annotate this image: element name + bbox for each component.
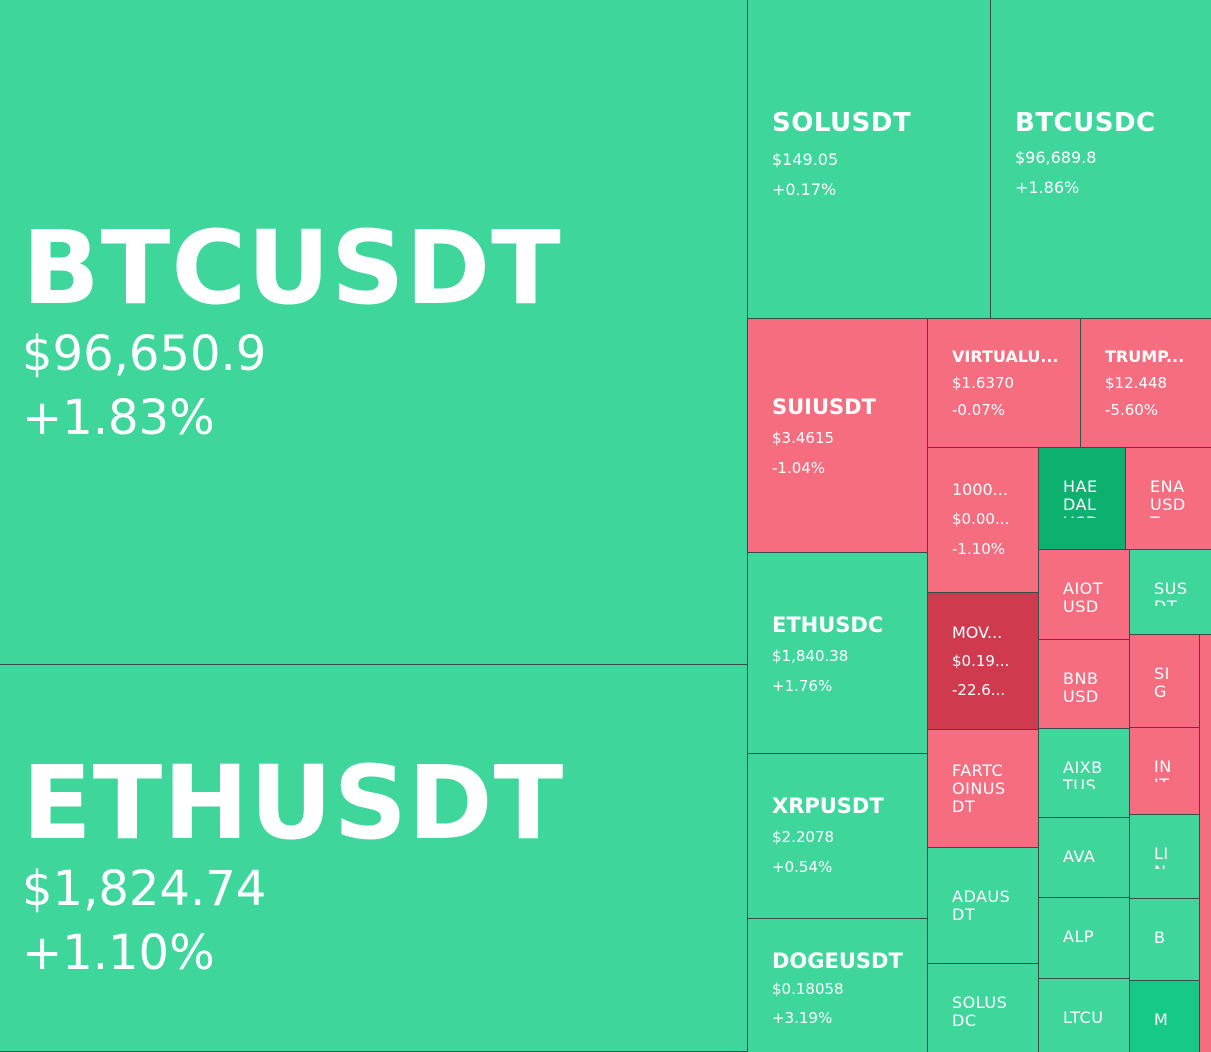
tile-ethusdt[interactable]: ETHUSDT $1,824.74 +1.10% bbox=[0, 665, 748, 1052]
tile-busdt[interactable]: B_ bbox=[1130, 899, 1200, 981]
tile-suiusdt[interactable]: SUIUSDT $3.4615 -1.04% bbox=[748, 319, 928, 553]
tile-symbol: AIXBTUS bbox=[1063, 759, 1103, 789]
tile-symbol: ENAUSDT bbox=[1150, 478, 1186, 518]
tile-change: +1.83% bbox=[22, 390, 215, 446]
tile-symbol: BTCUSDC bbox=[1015, 108, 1156, 138]
tile-symbol: SOLUSDT bbox=[772, 108, 912, 138]
tile-symbol: SUIUSDT bbox=[772, 395, 876, 419]
tile-symbol: MOV... bbox=[952, 623, 1003, 642]
tile-price: $2.2078 bbox=[772, 828, 835, 846]
tile-unlabeled-strip[interactable] bbox=[1200, 635, 1211, 1052]
tile-symbol: XRPUSDT bbox=[772, 794, 884, 818]
tile-ltcusdt[interactable]: LTCU bbox=[1039, 979, 1130, 1052]
tile-symbol: HAEDALUSD bbox=[1063, 478, 1098, 518]
tile-btcusdc[interactable]: BTCUSDC $96,689.8 +1.86% bbox=[991, 0, 1211, 319]
tile-symbol: SIG bbox=[1154, 665, 1170, 701]
tile-symbol: INIT bbox=[1154, 758, 1172, 782]
tile-solusdc[interactable]: SOLUSDC bbox=[928, 964, 1039, 1052]
tile-symbol: BTCUSDT bbox=[22, 209, 562, 328]
tile-symbol: VIRTUALU... bbox=[952, 347, 1059, 366]
tile-symbol: ETHUSDC bbox=[772, 613, 884, 637]
tile-symbol: B_ bbox=[1154, 929, 1166, 951]
tile-btcusdt[interactable]: BTCUSDT $96,650.9 +1.83% bbox=[0, 0, 748, 665]
tile-change: -1.10% bbox=[952, 540, 1006, 558]
tile-symbol: SUSDT bbox=[1154, 580, 1188, 606]
tile-trumpusdt[interactable]: TRUMP... $12.448 -5.60% bbox=[1081, 319, 1211, 448]
tile-alpusdt[interactable]: ALP bbox=[1039, 898, 1130, 979]
tile-linkusdt[interactable]: LIN bbox=[1130, 815, 1200, 899]
tile-haedalusdt[interactable]: HAEDALUSD bbox=[1039, 448, 1126, 550]
tile-initusdt[interactable]: INIT bbox=[1130, 728, 1200, 815]
tile-avausdt[interactable]: AVA bbox=[1039, 818, 1130, 898]
tile-symbol: DOGEUSDT bbox=[772, 949, 903, 973]
tile-price: $0.18058 bbox=[772, 980, 844, 998]
tile-adausdt[interactable]: ADAUSDT bbox=[928, 848, 1039, 964]
tile-price: $1,840.38 bbox=[772, 647, 849, 665]
tile-change: -0.07% bbox=[952, 401, 1006, 419]
tile-virtualusdt[interactable]: VIRTUALU... $1.6370 -0.07% bbox=[928, 319, 1081, 448]
tile-price: $0.00... bbox=[952, 510, 1010, 528]
tile-aiotusdt[interactable]: AIOTUSD bbox=[1039, 550, 1130, 640]
tile-aixbtusdt[interactable]: AIXBTUS bbox=[1039, 729, 1130, 818]
tile-symbol: ALP bbox=[1063, 927, 1095, 946]
tile-symbol: LTCU bbox=[1063, 1008, 1104, 1027]
tile-change: -1.04% bbox=[772, 459, 826, 477]
tile-musdt[interactable]: M bbox=[1130, 981, 1200, 1052]
tile-symbol: SOLUSDC bbox=[952, 994, 1008, 1030]
tile-bnbusdt[interactable]: BNBUSD bbox=[1039, 640, 1130, 729]
tile-symbol: AVA bbox=[1063, 847, 1096, 866]
tile-change: +0.54% bbox=[772, 858, 833, 876]
tile-movusdt[interactable]: MOV... $0.19... -22.6... bbox=[928, 593, 1039, 730]
tile-price: $12.448 bbox=[1105, 374, 1168, 392]
tile-1000-pair[interactable]: 1000... $0.00... -1.10% bbox=[928, 448, 1039, 593]
tile-price: $96,650.9 bbox=[22, 326, 267, 382]
tile-symbol: TRUMP... bbox=[1105, 347, 1185, 366]
tile-change: -22.6... bbox=[952, 681, 1006, 699]
tile-change: +1.86% bbox=[1015, 178, 1080, 197]
tile-ethusdc[interactable]: ETHUSDC $1,840.38 +1.76% bbox=[748, 553, 928, 754]
tile-solusdt[interactable]: SOLUSDT $149.05 +0.17% bbox=[748, 0, 991, 319]
tile-sigusdt[interactable]: SIG bbox=[1130, 635, 1200, 728]
tile-price: $1,824.74 bbox=[22, 861, 267, 917]
tile-symbol: AIOTUSD bbox=[1063, 580, 1104, 612]
tile-symbol: ETHUSDT bbox=[22, 744, 565, 863]
tile-price: $1.6370 bbox=[952, 374, 1015, 392]
tile-price: $149.05 bbox=[772, 150, 839, 169]
tile-change: +1.10% bbox=[22, 925, 215, 981]
tile-change: +1.76% bbox=[772, 677, 833, 695]
tile-change: -5.60% bbox=[1105, 401, 1159, 419]
tile-change: +3.19% bbox=[772, 1009, 833, 1027]
tile-symbol: BNBUSD bbox=[1063, 670, 1099, 702]
tile-change: +0.17% bbox=[772, 180, 837, 199]
tile-price: $96,689.8 bbox=[1015, 148, 1097, 167]
tile-price: $0.19... bbox=[952, 652, 1010, 670]
tile-xrpusdt[interactable]: XRPUSDT $2.2078 +0.54% bbox=[748, 754, 928, 919]
tile-symbol: ADAUSDT bbox=[952, 888, 1011, 924]
tile-susdt[interactable]: SUSDT bbox=[1130, 550, 1211, 635]
tile-enausdt[interactable]: ENAUSDT bbox=[1126, 448, 1211, 550]
tile-symbol: 1000... bbox=[952, 480, 1008, 499]
tile-fartcoinusdt[interactable]: FARTCOINUSDT bbox=[928, 730, 1039, 848]
tile-symbol: M bbox=[1154, 1010, 1169, 1029]
tile-symbol: FARTCOINUSDT bbox=[952, 762, 1006, 816]
tile-symbol: LIN bbox=[1154, 845, 1169, 869]
tile-dogeusdt[interactable]: DOGEUSDT $0.18058 +3.19% bbox=[748, 919, 928, 1052]
tile-price: $3.4615 bbox=[772, 429, 835, 447]
